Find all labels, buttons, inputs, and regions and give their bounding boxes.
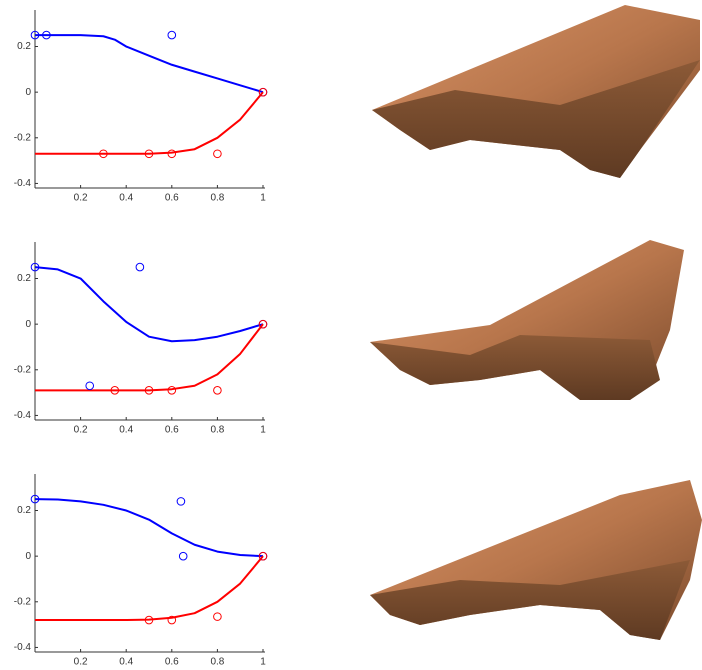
- render-1: [372, 5, 700, 178]
- y-tick-label: -0.4: [14, 410, 32, 421]
- figure: -0.4 -0.2 0 0.2 0.2 0.4 0.6 0.8 1 -0.4 -0.2 0 0.2 0.2…: [0, 0, 702, 670]
- curve: [35, 556, 263, 620]
- x-tick-label: 0.4: [119, 193, 133, 204]
- y-tick-label: 0.2: [17, 41, 31, 52]
- control-point: [168, 387, 176, 395]
- y-tick-label: -0.4: [14, 178, 32, 189]
- y-tick-label: -0.2: [14, 132, 32, 143]
- x-tick-label: 1: [260, 425, 266, 436]
- y-tick-label: 0: [25, 87, 31, 98]
- x-tick-label: 0.8: [210, 193, 224, 204]
- x-tick-label: 1: [260, 193, 266, 204]
- control-point: [168, 150, 176, 158]
- x-tick-label: 0.4: [119, 425, 133, 436]
- control-point: [177, 498, 185, 506]
- control-point: [214, 150, 222, 158]
- control-point: [214, 387, 222, 395]
- y-tick-label: -0.2: [14, 596, 32, 607]
- x-tick-label: 0.2: [74, 657, 88, 668]
- control-point: [179, 552, 187, 560]
- y-tick-label: 0.2: [17, 273, 31, 284]
- control-point: [168, 31, 176, 39]
- x-tick-label: 0.8: [210, 657, 224, 668]
- x-tick-label: 0.2: [74, 425, 88, 436]
- curve: [35, 92, 263, 154]
- x-tick-label: 0.6: [165, 425, 179, 436]
- x-tick-label: 0.8: [210, 425, 224, 436]
- control-point: [136, 263, 144, 271]
- y-tick-label: 0: [25, 319, 31, 330]
- render-2: [370, 240, 684, 400]
- x-tick-label: 0.6: [165, 657, 179, 668]
- curve: [35, 35, 263, 92]
- control-point: [86, 382, 94, 390]
- curve: [35, 499, 263, 556]
- y-tick-label: -0.4: [14, 642, 32, 653]
- control-point: [214, 613, 222, 621]
- x-tick-label: 0.4: [119, 657, 133, 668]
- y-tick-label: 0: [25, 551, 31, 562]
- render-3: [370, 480, 702, 640]
- x-tick-label: 0.2: [74, 193, 88, 204]
- x-tick-label: 1: [260, 657, 266, 668]
- y-tick-label: -0.2: [14, 364, 32, 375]
- y-tick-label: 0.2: [17, 505, 31, 516]
- x-tick-label: 0.6: [165, 193, 179, 204]
- curve: [35, 267, 263, 341]
